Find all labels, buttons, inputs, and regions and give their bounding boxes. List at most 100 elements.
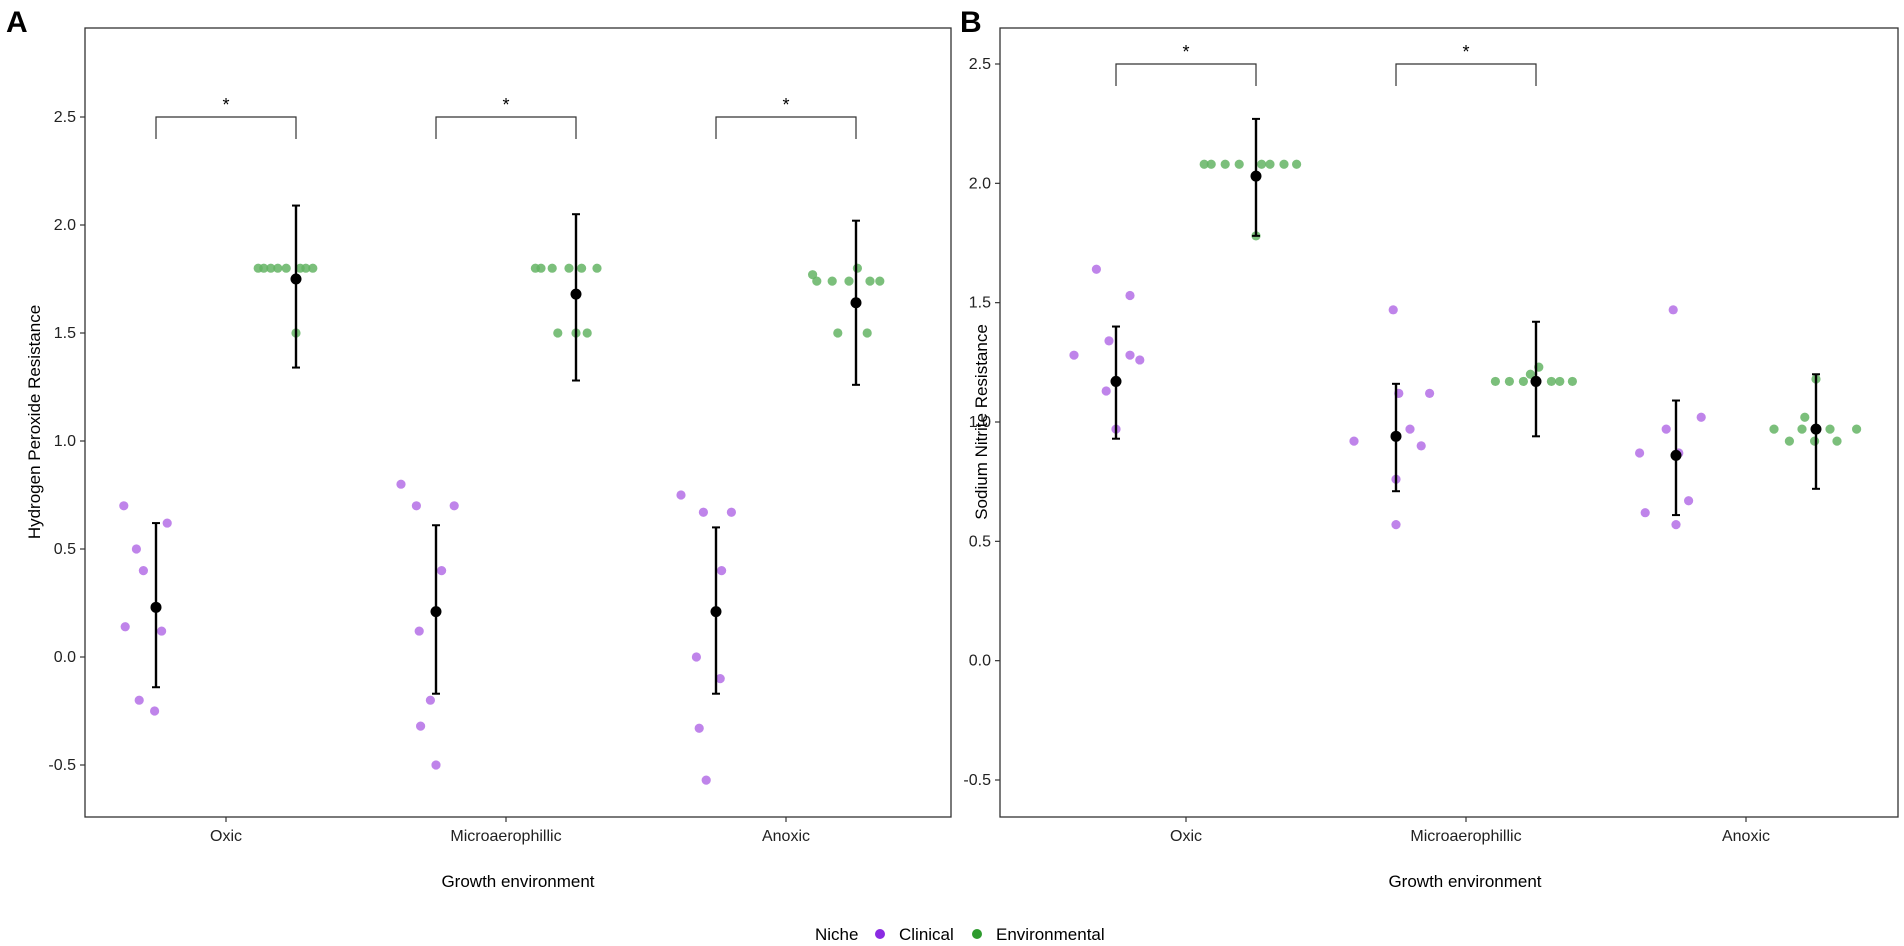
y-tick-label: 0.0 bbox=[969, 653, 991, 670]
panel-b-y-axis: -0.5 0.0 0.5 1.0 1.5 2.0 2.5 bbox=[963, 56, 1000, 789]
clinical-data-point bbox=[416, 721, 426, 731]
y-tick-label: 0.0 bbox=[54, 649, 76, 666]
environmental-data-point bbox=[308, 263, 318, 273]
environmental-data-point bbox=[301, 263, 311, 273]
significance-star: * bbox=[1462, 42, 1469, 62]
environmental-data-point bbox=[592, 263, 602, 273]
panel-b-x-axis: Oxic Microaerophillic Anoxic bbox=[1170, 817, 1770, 845]
y-tick-label: 1.0 bbox=[54, 433, 76, 450]
clinical-data-point bbox=[1101, 386, 1111, 396]
environmental-data-point bbox=[1784, 436, 1794, 446]
y-tick-label: 2.0 bbox=[54, 217, 76, 234]
mean-point bbox=[1250, 170, 1262, 182]
environmental-data-point bbox=[1797, 424, 1807, 434]
panel-b-letter: B bbox=[960, 6, 982, 39]
clinical-data-point bbox=[1425, 388, 1435, 398]
environmental-data-point bbox=[281, 263, 291, 273]
clinical-data-point bbox=[1388, 305, 1398, 315]
environmental-data-point bbox=[1832, 436, 1842, 446]
clinical-data-point bbox=[1391, 520, 1401, 530]
y-tick-label: 1.5 bbox=[54, 325, 76, 342]
clinical-data-point bbox=[701, 775, 711, 785]
environmental-data-point bbox=[564, 263, 574, 273]
environmental-data-point bbox=[1567, 376, 1577, 387]
clinical-data-point bbox=[1125, 350, 1135, 360]
environmental-data-point bbox=[1220, 159, 1230, 169]
clinical-data-point bbox=[1405, 424, 1415, 434]
clinical-data-point bbox=[698, 507, 709, 517]
environmental-data-point bbox=[1810, 436, 1820, 446]
mean-point bbox=[1390, 430, 1402, 442]
environmental-data-point bbox=[1234, 159, 1244, 169]
significance-bracket bbox=[435, 116, 577, 139]
clinical-data-point bbox=[1125, 290, 1135, 301]
clinical-data-point bbox=[1069, 350, 1079, 360]
clinical-data-point bbox=[1684, 496, 1694, 506]
mean-point bbox=[710, 606, 722, 618]
environmental-data-point bbox=[1504, 376, 1514, 387]
panel-a: A -0.5 0.0 0.5 1.0 1.5 2.0 2.5 Oxic Microaeroph… bbox=[6, 6, 952, 891]
clinical-data-point bbox=[715, 674, 725, 684]
clinical-data-point bbox=[1416, 441, 1426, 451]
clinical-data-point bbox=[1635, 448, 1645, 458]
x-tick-label: Oxic bbox=[1170, 828, 1202, 845]
mean-point bbox=[1530, 375, 1542, 387]
environmental-data-point bbox=[1279, 159, 1289, 169]
clinical-data-point bbox=[1661, 424, 1671, 434]
clinical-data-point bbox=[138, 566, 148, 576]
clinical-data-point bbox=[1104, 336, 1114, 346]
mean-point bbox=[290, 273, 302, 285]
clinical-data-point bbox=[1349, 436, 1359, 446]
environmental-data-point bbox=[1292, 159, 1302, 169]
x-tick-label: Microaerophillic bbox=[450, 828, 561, 845]
environmental-data-point bbox=[547, 263, 557, 273]
significance-bracket bbox=[1115, 63, 1257, 86]
panel-b-means bbox=[1110, 117, 1822, 517]
environmental-data-point bbox=[1555, 376, 1565, 387]
mean-point bbox=[430, 606, 442, 618]
mean-point bbox=[570, 288, 582, 300]
clinical-data-point bbox=[414, 626, 424, 636]
legend-clinical-label: Clinical bbox=[899, 925, 954, 944]
clinical-data-point bbox=[162, 518, 172, 528]
environmental-data-point bbox=[827, 276, 837, 286]
y-tick-label: 1.5 bbox=[969, 295, 991, 312]
significance-bracket bbox=[155, 116, 297, 139]
legend-environmental-marker bbox=[972, 929, 982, 939]
y-tick-label: 0.5 bbox=[54, 541, 76, 558]
environmental-data-point bbox=[1206, 159, 1216, 169]
environmental-data-point bbox=[865, 276, 875, 286]
panel-a-y-axis: -0.5 0.0 0.5 1.0 1.5 2.0 2.5 bbox=[48, 109, 85, 774]
legend-environmental-label: Environmental bbox=[996, 925, 1105, 944]
environmental-data-point bbox=[1525, 369, 1535, 379]
environmental-data-point bbox=[1769, 424, 1779, 434]
significance-star: * bbox=[1182, 42, 1189, 62]
y-tick-label: -0.5 bbox=[48, 757, 76, 774]
mean-point bbox=[850, 297, 862, 309]
clinical-data-point bbox=[449, 501, 459, 511]
panel-b-plot-frame bbox=[999, 27, 1899, 818]
environmental-data-point bbox=[1825, 424, 1835, 434]
clinical-data-point bbox=[134, 695, 144, 705]
panel-a-significance: * * * bbox=[155, 95, 857, 139]
environmental-data-point bbox=[812, 276, 822, 286]
environmental-data-point bbox=[259, 263, 269, 273]
mean-point bbox=[150, 601, 162, 613]
clinical-data-point bbox=[396, 479, 406, 489]
significance-bracket bbox=[1395, 63, 1537, 86]
significance-star: * bbox=[502, 95, 509, 115]
legend-title: Niche bbox=[815, 925, 858, 944]
clinical-data-point bbox=[1135, 355, 1145, 365]
environmental-data-point bbox=[844, 276, 854, 286]
panel-b-points bbox=[1069, 159, 1862, 530]
y-tick-label: 2.5 bbox=[54, 109, 76, 126]
legend: Niche Clinical Environmental bbox=[815, 925, 1105, 944]
x-tick-label: Anoxic bbox=[762, 828, 810, 845]
clinical-data-point bbox=[726, 507, 737, 517]
y-tick-label: 1.0 bbox=[969, 414, 991, 431]
significance-star: * bbox=[782, 95, 789, 115]
clinical-data-point bbox=[1696, 412, 1706, 422]
environmental-data-point bbox=[582, 328, 592, 338]
panel-a-x-title: Growth environment bbox=[441, 872, 594, 891]
panel-a-means bbox=[150, 204, 862, 695]
